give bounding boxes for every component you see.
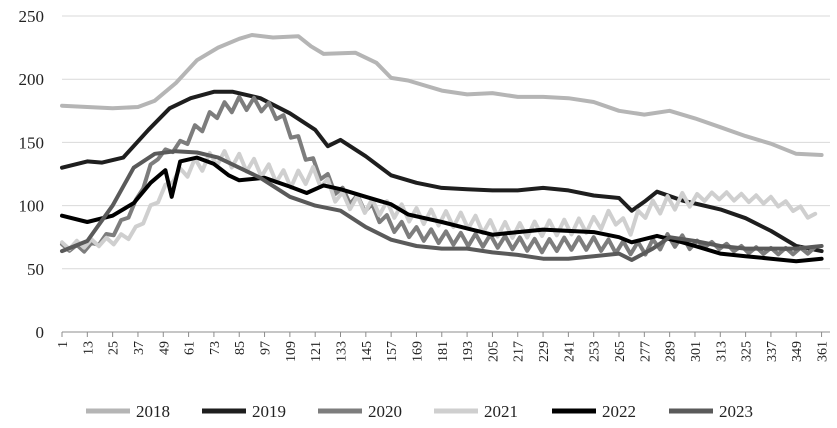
legend-label: 2021 (484, 402, 518, 421)
x-tick-label: 265 (613, 341, 628, 362)
x-tick-label: 49 (157, 341, 172, 355)
y-axis-tick-labels: 0 50 100 150 200 250 (19, 7, 45, 342)
x-tick-label: 193 (461, 341, 476, 362)
x-tick-label: 217 (512, 341, 527, 362)
x-tick-label: 133 (335, 341, 350, 362)
legend-label: 2018 (136, 402, 170, 421)
series-line-2023 (60, 149, 824, 262)
x-tick-label: 121 (309, 341, 324, 362)
series-line-2018 (60, 33, 824, 157)
legend-label: 2020 (368, 402, 402, 421)
legend-label: 2022 (602, 402, 636, 421)
series-lines (60, 33, 824, 264)
x-tick-label: 337 (765, 341, 780, 362)
x-tick-label: 157 (385, 341, 400, 362)
x-tick-label: 181 (436, 341, 451, 362)
legend-label: 2023 (719, 402, 753, 421)
y-tick-label: 100 (19, 197, 45, 216)
x-tick-label: 229 (537, 341, 552, 362)
y-tick-label: 50 (27, 260, 44, 279)
x-tick-label: 313 (714, 341, 729, 362)
x-tick-label: 277 (638, 341, 653, 362)
x-axis-tick-labels: 1 13 25 37 49 61 73 85 97 109 121 133 145 157 169 181 19… (56, 341, 831, 362)
y-tick-label: 0 (36, 323, 45, 342)
x-tick-label: 289 (664, 341, 679, 362)
x-tick-label: 109 (284, 341, 299, 362)
y-tick-label: 150 (19, 133, 45, 152)
x-tick-label: 13 (81, 341, 96, 355)
x-tick-label: 25 (107, 341, 122, 355)
x-tick-label: 205 (486, 341, 501, 362)
x-tick-label: 349 (790, 341, 805, 362)
x-tick-label: 61 (183, 341, 198, 355)
x-tick-label: 145 (360, 341, 375, 362)
x-tick-label: 37 (132, 341, 147, 355)
x-tick-label: 253 (588, 341, 603, 362)
x-tick-label: 1 (56, 341, 71, 348)
y-tick-label: 200 (19, 70, 45, 89)
y-tick-label: 250 (19, 7, 45, 26)
x-tick-label: 85 (233, 341, 248, 355)
x-axis (61, 331, 830, 337)
x-tick-label: 241 (562, 341, 577, 362)
legend: 2018 2019 2020 2021 2022 2023 (86, 402, 753, 421)
series-line-2021 (60, 149, 818, 252)
legend-label: 2019 (252, 402, 286, 421)
x-tick-label: 97 (259, 341, 274, 355)
series-line-2022 (60, 155, 824, 264)
x-tick-label: 325 (740, 341, 755, 362)
x-tick-label: 169 (410, 341, 425, 362)
x-tick-label: 361 (816, 341, 831, 362)
x-tick-label: 301 (689, 341, 704, 362)
x-tick-label: 73 (208, 341, 223, 355)
series-line-2020 (60, 94, 818, 257)
